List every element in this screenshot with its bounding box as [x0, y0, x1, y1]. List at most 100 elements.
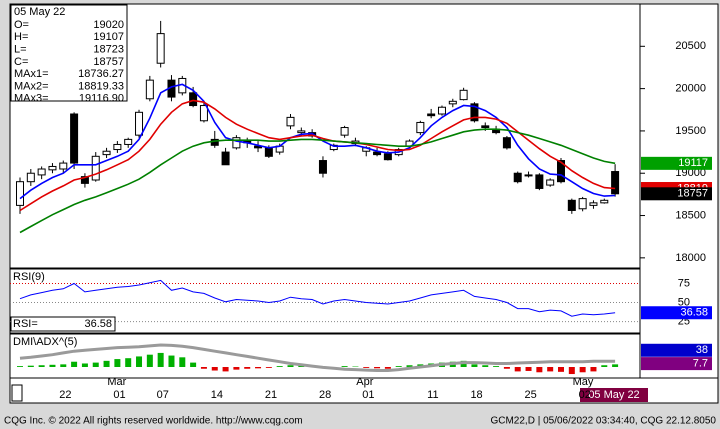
footer-left: CQG Inc. © 2022 All rights reserved worl… [4, 416, 303, 427]
moving-average-line [19, 128, 616, 234]
month-label: Mar [107, 376, 126, 388]
candle-body [481, 125, 490, 129]
candle-body [589, 202, 598, 206]
x-tick-label: 02 [579, 389, 591, 401]
panel-title: RSI(9) [13, 271, 45, 283]
histogram-bar [265, 367, 272, 368]
info-value: 19116.90 [79, 93, 124, 105]
histogram-bar [190, 362, 197, 367]
candle-body [145, 79, 154, 100]
histogram-bar [38, 365, 45, 367]
candle-body [567, 199, 576, 211]
histogram-bar [547, 367, 554, 372]
info-value: 18723 [93, 44, 124, 56]
candle-body [26, 172, 35, 183]
candle-body [502, 137, 511, 149]
indicator-tag-box [641, 306, 712, 320]
histogram-bar [71, 361, 78, 367]
info-value: 18819.33 [78, 80, 124, 92]
candle-body [254, 145, 263, 149]
indicator-line [19, 279, 616, 317]
histogram-bar [92, 362, 99, 367]
histogram-bar [363, 367, 370, 368]
candle-body [557, 160, 565, 183]
histogram-bar [179, 357, 186, 367]
x-tick-label: 01 [362, 389, 374, 401]
indicator-tag: 38 [696, 344, 708, 356]
info-label: C= [14, 56, 28, 68]
price-tag: 18757 [677, 188, 708, 200]
histogram-bar [287, 365, 294, 367]
histogram-bar [211, 367, 218, 371]
candle-body [48, 165, 57, 171]
x-tick-label: 18 [470, 389, 482, 401]
x-tick-label: 28 [319, 389, 331, 401]
y-tick-label: 19500 [675, 125, 706, 137]
panel-title: DMI\ADX^(5) [13, 336, 77, 348]
histogram-bar [374, 367, 381, 369]
candle-body [318, 160, 327, 174]
histogram-bar [558, 367, 564, 372]
scroll-box[interactable] [11, 384, 23, 402]
candle-body [286, 116, 295, 127]
candle-body [546, 179, 555, 186]
candle-body [124, 138, 133, 145]
info-value: 18736.27 [78, 68, 124, 80]
month-label: Apr [356, 376, 373, 388]
x-tick-label: 21 [265, 389, 277, 401]
histogram-bar [406, 365, 413, 367]
y-tick-label: 20500 [675, 40, 706, 52]
histogram-bar [233, 367, 240, 370]
histogram-bar [395, 366, 402, 367]
candle-body [535, 174, 544, 189]
info-label: L= [14, 44, 27, 56]
candle-body [199, 105, 208, 122]
candle-body [70, 113, 79, 164]
candle-body [221, 151, 230, 166]
month-label: May [573, 376, 594, 388]
readout-value: 36.58 [84, 318, 112, 330]
candle-body [427, 113, 436, 117]
candle-body [416, 121, 425, 134]
histogram-bar [525, 367, 532, 371]
indicator-tag-box [641, 357, 712, 371]
y-tick-label: 18500 [675, 209, 706, 221]
candle-body [340, 127, 349, 136]
x-tick-label: 11 [427, 389, 438, 401]
histogram-bar [568, 367, 575, 375]
histogram-bar [114, 359, 121, 367]
histogram-bar [590, 367, 597, 372]
y-tick-label: 18000 [675, 252, 706, 264]
candle-body [37, 168, 46, 176]
candle-body [91, 155, 100, 181]
info-date: 05 May 22 [14, 6, 65, 18]
histogram-bar [298, 365, 305, 367]
histogram-bar [27, 365, 34, 367]
price-tag-box [641, 187, 712, 201]
info-label: MAx2= [14, 80, 49, 92]
histogram-bar [255, 367, 262, 369]
readout-name: RSI= [13, 318, 38, 330]
histogram-bar [146, 354, 153, 367]
indicator-tag-box [641, 343, 712, 357]
candle-body [102, 150, 111, 156]
candle-body [470, 103, 479, 122]
histogram-bar [60, 364, 67, 367]
candle-body [80, 176, 89, 184]
info-value: 18757 [93, 56, 124, 68]
info-label: MAx1= [14, 68, 49, 80]
histogram-bar [49, 364, 56, 367]
histogram-bar [503, 367, 510, 369]
x-tick-label: 14 [211, 389, 223, 401]
candle-body [459, 89, 468, 101]
histogram-bar [103, 360, 110, 367]
x-tick-label: 01 [113, 389, 125, 401]
histogram-bar [579, 367, 586, 373]
y-tick-label: 75 [678, 277, 690, 289]
histogram-bar [493, 366, 500, 367]
candle-body [448, 100, 457, 105]
candle-body [578, 198, 587, 210]
histogram-bar [514, 367, 521, 372]
histogram-bar [17, 366, 23, 367]
